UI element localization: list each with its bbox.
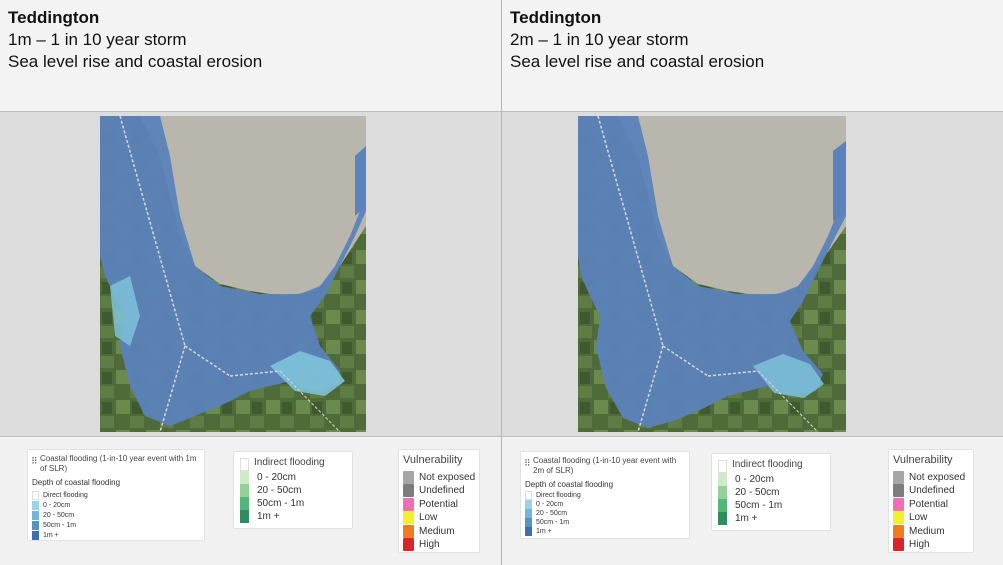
right-flood-map[interactable] [578,116,846,432]
legend-item: 20 - 50cm [525,509,567,518]
legend-item: Low [893,511,927,524]
coastal-legend-subtitle: Depth of coastal flooding [32,478,121,487]
swatch [32,511,39,520]
vulnerability-legend-title: Vulnerability [403,454,463,466]
legend-item: 50cm - 1m [240,497,304,510]
left-flood-map[interactable] [100,116,366,432]
legend-item: Potential [403,498,458,511]
legend-item: 50cm - 1m [525,518,569,527]
legend-item: 20 - 50cm [718,486,779,499]
legend-item: Medium [403,525,455,538]
left-header: Teddington 1m – 1 in 10 year storm Sea l… [0,0,501,111]
legend-item: 50cm - 1m [718,499,782,512]
legend-item: 0 - 20cm [32,501,70,510]
right-scenario: 2m – 1 in 10 year storm [510,30,689,49]
legend-item: 1m + [32,531,59,540]
legend-item: Medium [893,525,945,538]
swatch [32,521,39,530]
drag-handle-icon[interactable]: ⠿ [31,456,38,466]
legend-item: 50cm - 1m [32,521,76,530]
coastal-legend-title: Coastal flooding (1-in-10 year event wit… [533,456,677,475]
legend-item: Not exposed [893,471,965,484]
left-title: Teddington [8,8,100,27]
legend-item: Undefined [893,484,955,497]
legend-item: Low [403,511,437,524]
legend-item: 0 - 20cm [525,500,563,509]
left-vulnerability-legend: Vulnerability Not exposed Undefined Pote… [398,449,480,553]
swatch [32,501,39,510]
legend-item: Direct flooding [32,491,88,500]
legend-item: 1m + [525,527,552,536]
coastal-legend-title: Coastal flooding (1-in-10 year event wit… [40,454,197,473]
right-subtitle: Sea level rise and coastal erosion [510,52,765,71]
legend-item: 20 - 50cm [240,484,301,497]
indirect-legend-title: Indirect flooding [254,457,325,468]
left-coastal-legend: ⠿ Coastal flooding (1-in-10 year event w… [27,449,205,541]
right-vulnerability-legend: Vulnerability Not exposed Undefined Pote… [888,449,974,553]
legend-item: High [893,538,930,551]
legend-item: Direct flooding [525,491,581,500]
left-scenario: 1m – 1 in 10 year storm [8,30,187,49]
legend-item: 0 - 20cm [718,473,774,486]
legend-item: 1m + [240,510,280,523]
vulnerability-legend-title: Vulnerability [893,454,953,466]
right-title: Teddington [510,8,602,27]
legend-item: 20 - 50cm [32,511,74,520]
header-divider [0,111,1003,112]
swatch [240,458,249,471]
legend-item: 1m + [718,512,758,525]
left-subtitle: Sea level rise and coastal erosion [8,52,263,71]
swatch [32,531,39,540]
swatch [718,460,727,473]
swatch [32,491,39,500]
drag-handle-icon[interactable]: ⠿ [524,458,531,468]
right-coastal-legend: ⠿ Coastal flooding (1-in-10 year event w… [520,451,690,539]
right-header: Teddington 2m – 1 in 10 year storm Sea l… [502,0,1003,111]
left-indirect-legend: Indirect flooding 0 - 20cm 20 - 50cm 50c… [233,451,353,529]
indirect-legend-title: Indirect flooding [732,459,803,470]
legend-item: High [403,538,440,551]
legend-item: 0 - 20cm [240,471,296,484]
legend-item: Undefined [403,484,465,497]
legend-item: Not exposed [403,471,475,484]
coastal-legend-subtitle: Depth of coastal flooding [525,480,614,489]
legend-divider [0,436,1003,437]
right-indirect-legend: Indirect flooding 0 - 20cm 20 - 50cm 50c… [711,453,831,531]
panel-divider [501,0,502,565]
legend-item: Potential [893,498,948,511]
